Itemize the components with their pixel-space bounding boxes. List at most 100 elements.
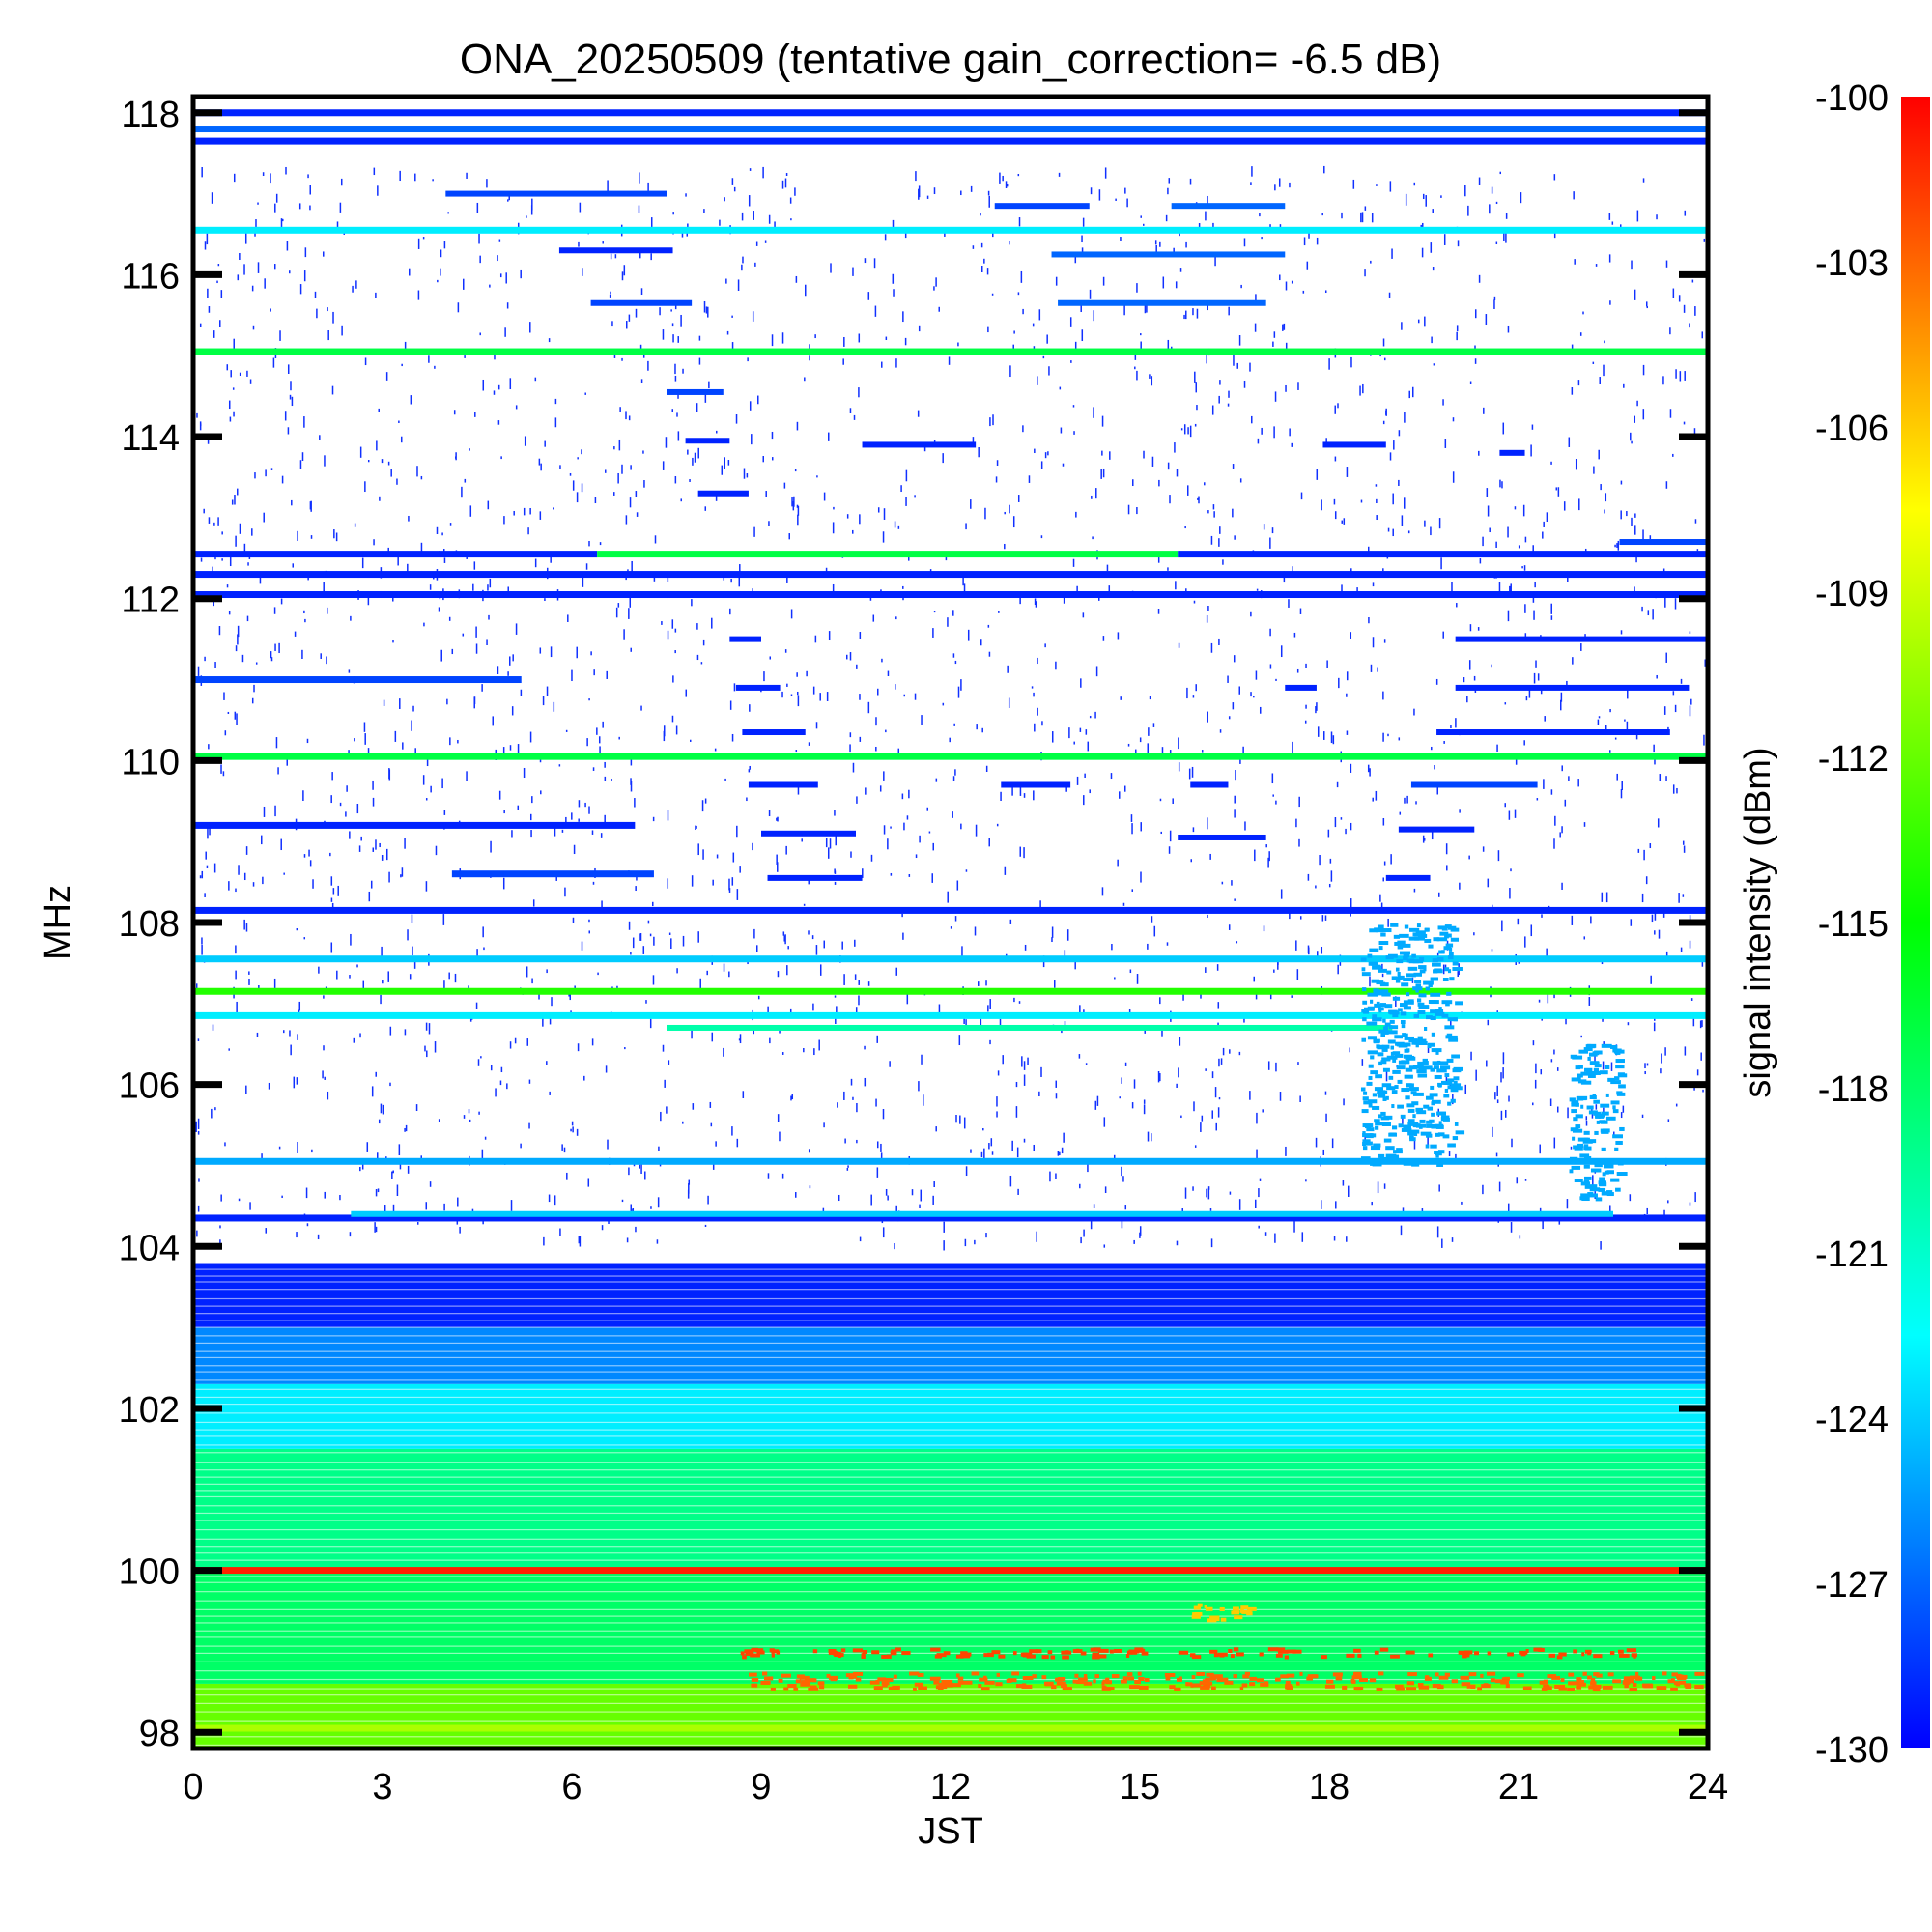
signal-patch-cell	[1447, 1101, 1452, 1106]
noise-dash	[339, 202, 342, 213]
signal-patch-cell	[1607, 1077, 1615, 1082]
noise-striation	[193, 1289, 1708, 1291]
noise-dash	[728, 878, 730, 891]
signal-patch-cell	[1418, 993, 1427, 998]
noise-dash	[877, 688, 879, 696]
noise-dash	[1665, 951, 1668, 958]
noise-striation	[193, 1744, 1708, 1747]
noise-striation	[193, 1688, 1708, 1690]
signal-patch-cell	[1378, 968, 1387, 973]
signal-patch-cell	[1583, 1047, 1593, 1052]
noise-dash	[1272, 794, 1274, 797]
noise-dash	[1153, 925, 1156, 937]
noise-dash	[513, 510, 515, 516]
noise-dash	[635, 308, 638, 318]
noise-dash	[1491, 186, 1493, 194]
noise-dash	[1448, 1151, 1451, 1157]
noise-dash	[967, 629, 970, 641]
signal-patch-cell	[750, 1653, 760, 1658]
noise-dash	[303, 270, 306, 282]
noise-dash	[731, 178, 734, 185]
noise-dash	[626, 1237, 629, 1243]
noise-dash	[604, 814, 606, 827]
signal-patch-cell	[1453, 1076, 1460, 1081]
signal-patch-cell	[848, 1675, 854, 1680]
signal-line	[193, 1724, 1708, 1732]
signal-patch-cell	[1373, 988, 1379, 993]
noise-dash	[982, 1127, 984, 1131]
signal-patch-cell	[1416, 923, 1421, 928]
signal-patch-cell	[808, 1687, 819, 1691]
noise-dash	[1550, 615, 1553, 620]
noise-dash	[781, 691, 783, 698]
signal-patch-cell	[1380, 1116, 1390, 1121]
noise-dash	[1650, 975, 1652, 984]
noise-dash	[598, 736, 601, 744]
signal-patch-cell	[1618, 1649, 1624, 1654]
signal-patch-cell	[1600, 1120, 1608, 1124]
noise-dash	[781, 1052, 784, 1055]
noise-dash	[1250, 692, 1252, 697]
noise-dash	[1243, 238, 1246, 247]
noise-dash	[1430, 242, 1433, 253]
noise-dash	[1371, 213, 1374, 223]
noise-dash	[441, 532, 443, 536]
noise-dash	[1379, 894, 1381, 902]
noise-dash	[345, 811, 347, 817]
noise-dash	[1534, 581, 1536, 588]
noise-dash	[1387, 733, 1389, 737]
noise-dash	[498, 239, 501, 242]
signal-patch-cell	[1401, 1088, 1410, 1093]
noise-dash	[1553, 838, 1555, 849]
noise-dash	[1444, 439, 1447, 448]
noise-striation	[193, 1576, 1708, 1577]
signal-patch-cell	[1435, 1124, 1444, 1129]
signal-patch-cell	[1041, 1675, 1047, 1680]
noise-dash	[283, 1030, 285, 1034]
signal-patch-cell	[1605, 1116, 1616, 1121]
signal-patch-cell	[1370, 1146, 1381, 1151]
noise-dash	[809, 344, 810, 351]
noise-dash	[832, 583, 835, 596]
noise-dash	[738, 577, 741, 587]
noise-dash	[1020, 270, 1023, 283]
signal-patch-cell	[1406, 973, 1416, 978]
noise-dash	[378, 408, 380, 412]
noise-dash	[1055, 1173, 1057, 1179]
noise-dash	[1390, 854, 1392, 865]
noise-dash	[675, 725, 678, 735]
signal-segment	[1385, 874, 1431, 881]
signal-patch-cell	[1196, 1671, 1205, 1676]
noise-dash	[507, 586, 509, 595]
noise-dash	[643, 480, 645, 488]
signal-patch-cell	[1441, 926, 1448, 931]
noise-dash	[481, 1149, 484, 1161]
signal-patch-cell	[1436, 1111, 1447, 1116]
signal-patch-cell	[1378, 924, 1384, 929]
signal-patch-cell	[1390, 1045, 1395, 1050]
noise-dash	[1703, 238, 1706, 242]
signal-patch-cell	[1386, 970, 1392, 975]
noise-dash	[1151, 1133, 1152, 1142]
signal-patch-cell	[1206, 1606, 1213, 1611]
noise-dash	[1452, 417, 1455, 422]
signal-patch-cell	[1241, 1683, 1248, 1688]
noise-dash	[1682, 840, 1685, 845]
noise-dash	[1485, 314, 1488, 326]
noise-dash	[943, 1240, 945, 1251]
signal-patch-cell	[1635, 1671, 1639, 1676]
noise-dash	[590, 651, 592, 656]
signal-patch-cell	[938, 1682, 946, 1687]
signal-patch-cell	[751, 1647, 758, 1652]
signal-patch-cell	[1594, 1061, 1600, 1065]
noise-dash	[1213, 511, 1215, 518]
signal-patch-cell	[1417, 1061, 1424, 1065]
noise-dash	[1496, 744, 1498, 752]
signal-patch-cell	[1379, 1647, 1389, 1652]
noise-dash	[263, 806, 266, 817]
noise-dash	[526, 215, 527, 218]
signal-patch-cell	[1589, 1070, 1601, 1075]
noise-dash	[1299, 916, 1302, 920]
noise-dash	[1672, 691, 1675, 696]
noise-dash	[1350, 632, 1352, 639]
